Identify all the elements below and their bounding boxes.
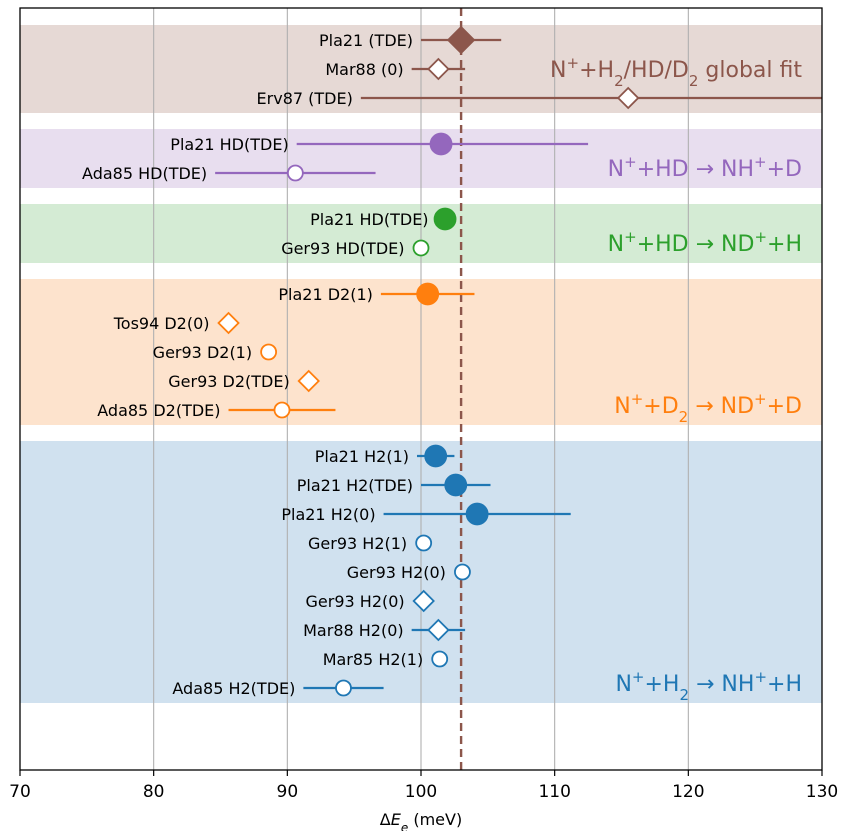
group-label-0: N++H2/HD/D2 global fit bbox=[550, 54, 802, 90]
data-point bbox=[416, 444, 455, 468]
point-label: Ada85 H2(TDE) bbox=[172, 679, 295, 698]
data-point bbox=[411, 57, 466, 81]
point-marker bbox=[286, 164, 304, 182]
point-label: Pla21 H2(1) bbox=[315, 447, 409, 466]
data-point bbox=[296, 132, 589, 156]
data-point bbox=[303, 679, 384, 697]
x-tick-label-2: 90 bbox=[277, 782, 299, 802]
x-tick-label-3: 100 bbox=[405, 782, 437, 802]
point-label: Tos94 D2(0) bbox=[113, 314, 210, 333]
x-grid bbox=[153, 8, 689, 770]
data-point bbox=[380, 282, 475, 306]
group-label-1: N++HD → NH++D bbox=[608, 153, 802, 182]
data-point bbox=[360, 86, 822, 110]
point-marker bbox=[260, 343, 278, 361]
data-point bbox=[260, 343, 278, 361]
point-marker bbox=[424, 444, 448, 468]
data-point bbox=[383, 502, 571, 526]
x-tick-label-6: 130 bbox=[806, 782, 838, 802]
point-label: Mar88 (0) bbox=[325, 60, 403, 79]
point-label: Ger93 HD(TDE) bbox=[281, 239, 404, 258]
x-axis-title: ΔEe (meV) bbox=[380, 810, 462, 831]
point-label: Ada85 D2(TDE) bbox=[97, 401, 220, 420]
data-point bbox=[215, 164, 376, 182]
point-marker bbox=[297, 369, 320, 393]
point-marker bbox=[412, 239, 430, 257]
point-marker bbox=[427, 618, 450, 642]
x-tick-label-4: 110 bbox=[538, 782, 570, 802]
point-marker bbox=[429, 132, 453, 156]
point-label: Ger93 H2(0) bbox=[306, 592, 405, 611]
point-label: Pla21 H2(0) bbox=[281, 505, 375, 524]
group-label-3: N++D2 → ND++D bbox=[614, 390, 802, 426]
point-label: Pla21 HD(TDE) bbox=[310, 210, 428, 229]
category-labels: Pla21 (TDE) Mar88 (0) Erv87 (TDE) Pla21 HD(… bbox=[82, 31, 446, 698]
data-point bbox=[431, 650, 449, 668]
group-label-2: N++HD → ND++H bbox=[608, 228, 802, 257]
point-label: Pla21 H2(TDE) bbox=[297, 476, 413, 495]
data-points bbox=[215, 25, 822, 697]
x-tick-label-0: 70 bbox=[9, 782, 31, 802]
point-label: Erv87 (TDE) bbox=[257, 89, 353, 108]
data-point bbox=[228, 401, 336, 419]
point-marker bbox=[273, 401, 291, 419]
point-marker bbox=[444, 473, 468, 497]
point-label: Ger93 D2(1) bbox=[153, 343, 252, 362]
group-label-4: N++H2 → NH++H bbox=[615, 668, 802, 704]
data-point bbox=[433, 207, 457, 231]
point-label: Pla21 (TDE) bbox=[319, 31, 413, 50]
point-label: Ada85 HD(TDE) bbox=[82, 164, 207, 183]
data-point bbox=[415, 534, 433, 552]
point-marker bbox=[217, 311, 240, 335]
point-marker bbox=[433, 207, 457, 231]
point-label: Mar88 H2(0) bbox=[303, 621, 404, 640]
data-point bbox=[412, 589, 435, 613]
data-point bbox=[217, 311, 240, 335]
data-point bbox=[411, 618, 466, 642]
data-point bbox=[297, 369, 320, 393]
point-label: Pla21 HD(TDE) bbox=[170, 135, 288, 154]
point-marker bbox=[427, 57, 450, 81]
data-point bbox=[421, 473, 491, 497]
point-marker bbox=[446, 25, 476, 55]
point-marker bbox=[616, 86, 640, 110]
x-tick-label-5: 120 bbox=[672, 782, 704, 802]
point-marker bbox=[431, 650, 449, 668]
x-tick-label-1: 80 bbox=[143, 782, 165, 802]
point-marker bbox=[416, 282, 440, 306]
point-marker bbox=[335, 679, 352, 697]
data-point bbox=[454, 563, 471, 581]
point-marker bbox=[412, 589, 435, 613]
point-marker bbox=[454, 563, 471, 581]
group-labels: N++H2/HD/D2 global fit N++HD → NH++D N++HD… bbox=[550, 54, 802, 704]
data-point bbox=[412, 239, 430, 257]
point-label: Ger93 H2(1) bbox=[308, 534, 407, 553]
point-label: Ger93 D2(TDE) bbox=[168, 372, 289, 391]
point-label: Pla21 D2(1) bbox=[278, 285, 373, 304]
point-label: Ger93 H2(0) bbox=[347, 563, 446, 582]
point-label: Mar85 H2(1) bbox=[323, 650, 424, 669]
data-point bbox=[421, 25, 502, 55]
x-axis: 70 80 90 100 110 120 130 bbox=[9, 770, 838, 802]
point-marker bbox=[465, 502, 489, 526]
point-marker bbox=[415, 534, 433, 552]
